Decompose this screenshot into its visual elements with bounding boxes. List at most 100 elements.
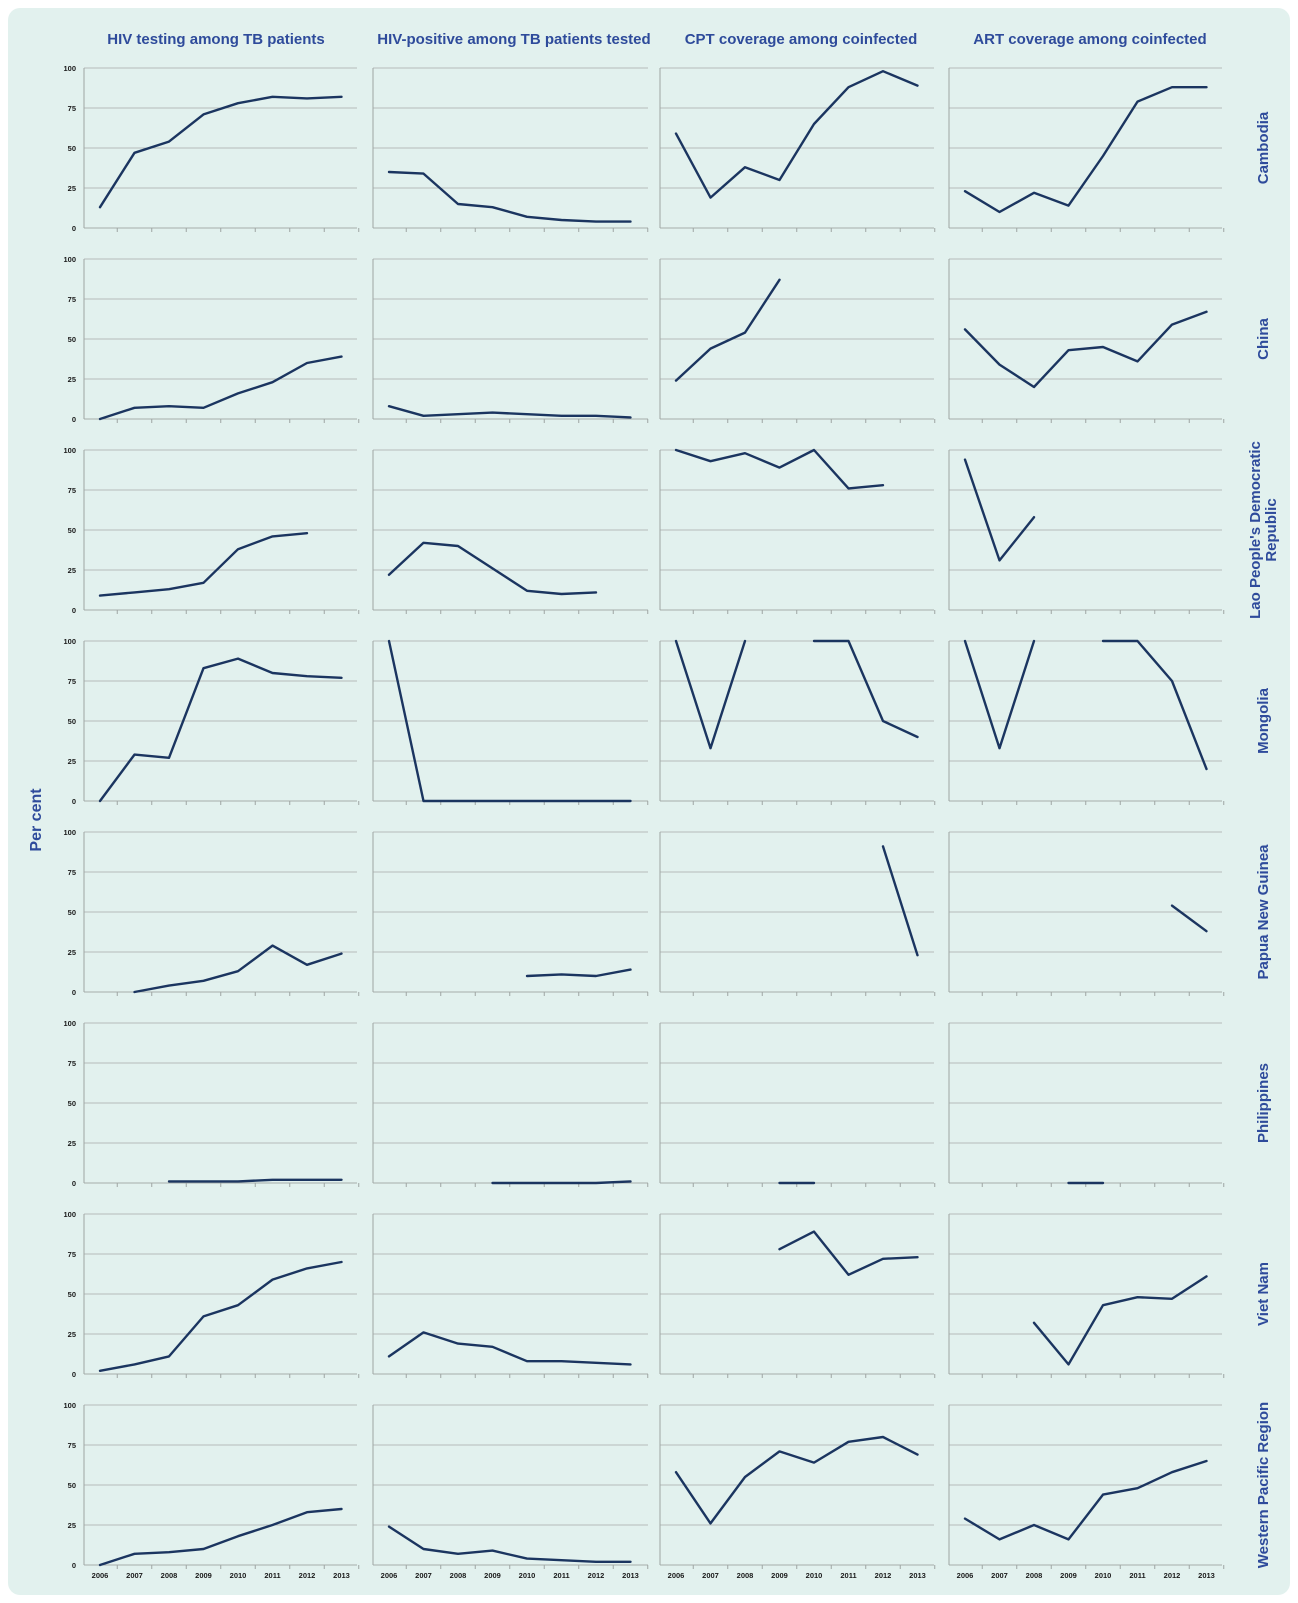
y-axis-title: Per cent [28,788,45,852]
panel-1-3 [659,67,936,232]
series-line [1101,639,1208,771]
panel-6-1: 0 25 50 75 100 [63,1019,360,1188]
row-labels: Cambodia China Lao People's Democratic Repu… [1247,111,1280,1568]
series-line [778,1230,919,1277]
series-line [963,85,1208,214]
series-line [98,1507,343,1567]
series-line [881,845,919,957]
panel-8-2: 2006 2007 2008 2009 2010 2011 2012 2013 [372,1404,649,1580]
series-line [98,657,343,803]
x-tick-label: 2013 [333,1571,350,1580]
series-line [963,1459,1208,1541]
x-tick-label: 2007 [126,1571,143,1580]
y-tick-label: 50 [68,526,76,535]
panel-6-2 [372,1022,649,1187]
column-title-2: HIV-positive among TB patients tested [377,31,650,48]
x-tick-label: 2006 [92,1571,109,1580]
series-line [963,458,1036,562]
x-tick-label: 2008 [737,1571,754,1580]
panel-3-3 [659,448,936,614]
x-tick-label: 2006 [381,1571,398,1580]
x-tick-label: 2008 [450,1571,467,1580]
y-tick-label: 0 [72,415,76,424]
y-tick-label: 50 [68,335,76,344]
row-label-2: China [1255,318,1272,360]
y-tick-label: 0 [72,797,76,806]
series-line [98,532,309,597]
series-line [674,69,919,199]
y-tick-label: 100 [63,1401,76,1410]
panel-4-1: 0 25 50 75 100 [63,637,360,806]
x-tick-label: 2011 [264,1571,280,1580]
series-line [387,639,632,803]
y-tick-label: 100 [63,1019,76,1028]
series-line [1170,904,1208,933]
y-tick-label: 75 [68,1441,76,1450]
x-tick-label: 2008 [1026,1571,1043,1580]
panel-6-3 [659,1022,936,1187]
panel-3-4 [948,449,1225,614]
panel-4-3 [659,639,936,805]
panel-5-4 [948,831,1225,996]
column-titles: HIV testing among TB patients HIV-positiv… [107,31,1206,48]
y-tick-label: 25 [68,1521,76,1530]
series-line [387,1525,632,1564]
y-tick-label: 100 [63,255,76,264]
y-tick-label: 100 [63,446,76,455]
row-label-3-line-1: Lao People's Democratic [1247,441,1264,619]
y-tick-label: 75 [68,104,76,113]
x-tick-label: 2011 [1129,1571,1145,1580]
row-label-1: Cambodia [1255,111,1272,184]
y-tick-label: 0 [72,606,76,615]
panel-2-2 [372,258,649,423]
y-tick-label: 75 [68,1250,76,1259]
row-label-7: Viet Nam [1255,1262,1272,1326]
series-line [491,1180,632,1185]
x-tick-label: 2006 [668,1571,685,1580]
series-line [167,1178,343,1183]
x-tick-label: 2010 [806,1571,823,1580]
panel-2-3 [659,258,936,423]
x-tick-label: 2010 [1095,1571,1112,1580]
y-tick-label: 100 [63,1210,76,1219]
column-title-4: ART coverage among coinfected [973,31,1206,48]
x-tick-label: 2009 [771,1571,788,1580]
series-line [525,968,632,978]
y-tick-label: 25 [68,375,76,384]
panel-1-1: 0 25 50 75 100 [63,64,360,233]
x-tick-label: 2006 [957,1571,974,1580]
panel-4-4 [948,639,1225,805]
y-tick-label: 25 [68,1139,76,1148]
x-tick-label: 2012 [588,1571,605,1580]
x-tick-label: 2007 [702,1571,719,1580]
x-tick-label: 2012 [1164,1571,1181,1580]
series-line [674,1435,919,1525]
panel-5-2 [372,831,649,996]
panel-5-1: 0 25 50 75 100 [63,828,360,997]
y-tick-label: 100 [63,64,76,73]
y-tick-label: 50 [68,144,76,153]
series-line [387,405,632,419]
row-label-3-line-2: Republic [1263,498,1280,561]
y-tick-label: 100 [63,828,76,837]
y-tick-label: 25 [68,948,76,957]
row-label-6: Philippines [1255,1063,1272,1143]
row-label-5: Papua New Guinea [1255,844,1272,980]
y-tick-label: 0 [72,1561,76,1570]
column-title-1: HIV testing among TB patients [107,31,325,48]
x-tick-label: 2009 [1060,1571,1077,1580]
panel-2-1: 0 25 50 75 100 [63,255,360,424]
panel-8-3: 2006 2007 2008 2009 2010 2011 2012 2013 [659,1404,936,1580]
y-tick-label: 0 [72,988,76,997]
panel-8-1: 0 25 50 75 100 2006 2007 2008 2009 2010 2011 2012 20… [63,1401,360,1580]
panel-7-2 [372,1213,649,1378]
y-tick-label: 25 [68,757,76,766]
row-label-4: Mongolia [1255,687,1272,753]
y-tick-label: 50 [68,1290,76,1299]
y-tick-label: 75 [68,677,76,686]
series-line [674,278,781,382]
series-line [1032,1275,1208,1366]
series-line [963,639,1036,750]
series-line [387,541,598,596]
x-tick-label: 2013 [909,1571,926,1580]
